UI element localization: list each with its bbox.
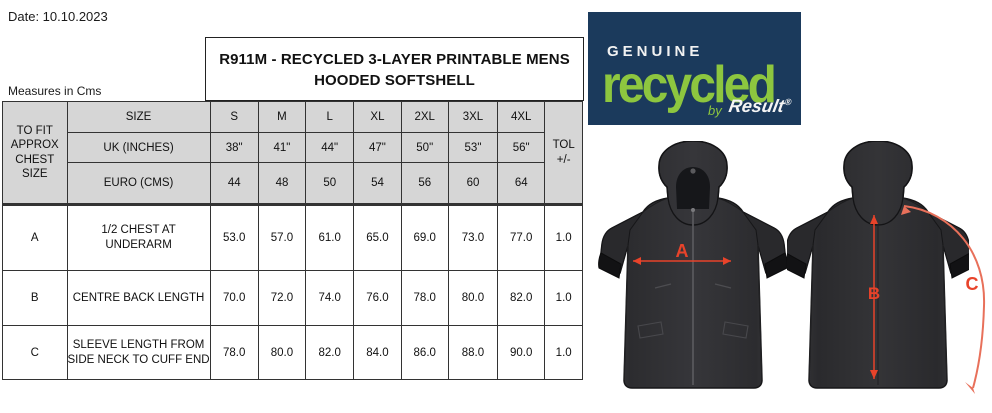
svg-text:A: A (676, 242, 689, 261)
svg-text:B: B (868, 284, 880, 303)
svg-text:C: C (966, 274, 979, 294)
